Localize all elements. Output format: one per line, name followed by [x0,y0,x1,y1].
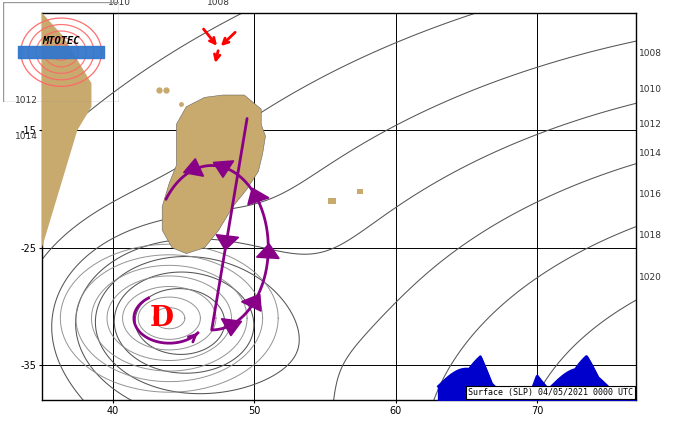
Polygon shape [328,199,336,204]
Polygon shape [49,89,63,112]
Text: Surface (SLP) 04/05/2021 0000 UTC: Surface (SLP) 04/05/2021 0000 UTC [468,389,633,397]
Text: 1014: 1014 [639,149,662,158]
Polygon shape [248,188,269,204]
Text: 1018: 1018 [639,231,662,241]
Polygon shape [242,294,261,311]
Text: 1010: 1010 [639,85,662,94]
Polygon shape [216,235,238,250]
Polygon shape [357,189,363,194]
Text: 1012: 1012 [15,96,38,105]
Text: 1008: 1008 [208,0,230,7]
Polygon shape [162,95,266,253]
Polygon shape [213,161,233,177]
Polygon shape [222,319,242,336]
Text: 1012: 1012 [639,120,662,129]
Text: 1008: 1008 [639,49,662,58]
Polygon shape [184,159,203,176]
Text: MTOTEC: MTOTEC [43,36,80,46]
Polygon shape [257,244,279,259]
Text: 1010: 1010 [108,0,131,7]
Text: D: D [150,305,174,332]
Text: 1014: 1014 [15,132,38,141]
Text: 1020: 1020 [639,273,662,282]
Polygon shape [42,13,92,400]
Text: 1016: 1016 [639,190,662,199]
